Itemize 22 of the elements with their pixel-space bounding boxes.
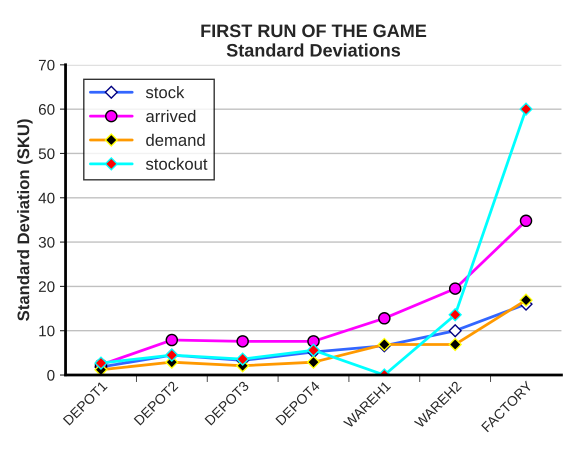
y-tick-label: 0	[47, 370, 55, 381]
y-tick-label: 10	[39, 326, 55, 336]
point	[166, 334, 178, 346]
point	[448, 308, 462, 322]
y-tick-label: 50	[38, 148, 55, 160]
y-axis-title: Standard Deviation (SKU)	[17, 119, 33, 321]
point	[448, 282, 462, 295]
chart-title: FIRST RUN OF THE GAME Standard Deviations	[201, 24, 426, 57]
y-tick-label: 60	[38, 104, 55, 115]
legend-label: stock	[146, 86, 184, 98]
point	[520, 214, 532, 228]
y-tick-label: 20	[38, 281, 55, 292]
y-tick-label: 40	[38, 192, 55, 204]
point	[94, 356, 108, 370]
point	[378, 312, 391, 325]
legend-label: stockout	[146, 158, 208, 170]
point	[519, 102, 533, 116]
y-tick-label: 70	[38, 60, 55, 71]
point	[236, 335, 249, 348]
legend-label: arrived	[146, 110, 196, 122]
legend-label: demand	[146, 134, 205, 146]
y-tick-label: 30	[38, 236, 55, 248]
